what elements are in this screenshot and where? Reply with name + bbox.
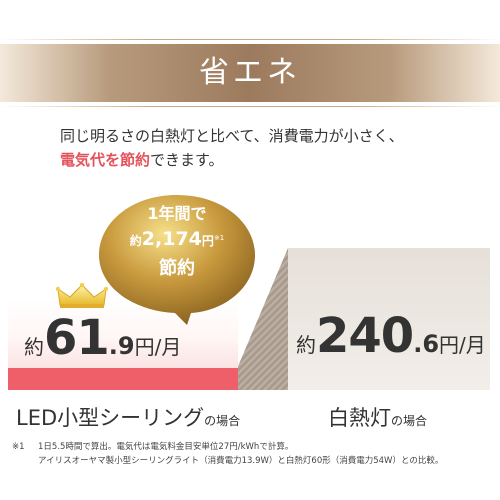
savings-badge-text: 1年間で 約2,174円※1 節約 xyxy=(95,200,259,280)
badge-amount: 約2,174円※1 xyxy=(129,228,225,250)
footnote-line-2: アイリスオーヤマ製小型シーリングライト（消費電力13.9W）と白熱灯60形（消費… xyxy=(38,456,444,466)
badge-savings-label: 節約 xyxy=(159,258,195,279)
crown-icon xyxy=(56,283,108,308)
incandescent-label: 白熱灯の場合 xyxy=(328,406,428,430)
page-title: 省エネ xyxy=(199,55,301,90)
footnote-line-1: ※1 1日5.5時間で算出。電気代は電気料金目安単位27円/kWhで計算。 xyxy=(12,442,294,452)
intro-line-2-rest: できます。 xyxy=(150,151,224,169)
savings-badge xyxy=(99,195,255,325)
led-cost-integer: 61 xyxy=(44,310,110,366)
led-cost-bar xyxy=(8,368,238,390)
led-label: LED小型シーリングの場合 xyxy=(16,406,241,430)
footnote: ※1 1日5.5時間で算出。電気代は電気料金目安単位27円/kWhで計算。 アイリ… xyxy=(12,440,443,468)
incandescent-cost-block xyxy=(228,248,490,390)
intro-emphasis: 電気代を節約 xyxy=(60,151,151,169)
intro-line-2: 電気代を節約できます。 xyxy=(60,148,404,172)
intro-line-1: 同じ明るさの白熱灯と比べて、消費電力が小さく、 xyxy=(60,127,404,145)
incandescent-cost-integer: 240 xyxy=(316,308,414,364)
header-banner: 省エネ xyxy=(0,39,500,107)
badge-period: 1年間で xyxy=(147,204,207,223)
intro-text: 同じ明るさの白熱灯と比べて、消費電力が小さく、 電気代を節約できます。 xyxy=(60,124,404,172)
incandescent-monthly-cost: 約240.6円/月 xyxy=(296,308,486,364)
led-monthly-cost: 約61.9円/月 xyxy=(24,310,182,366)
